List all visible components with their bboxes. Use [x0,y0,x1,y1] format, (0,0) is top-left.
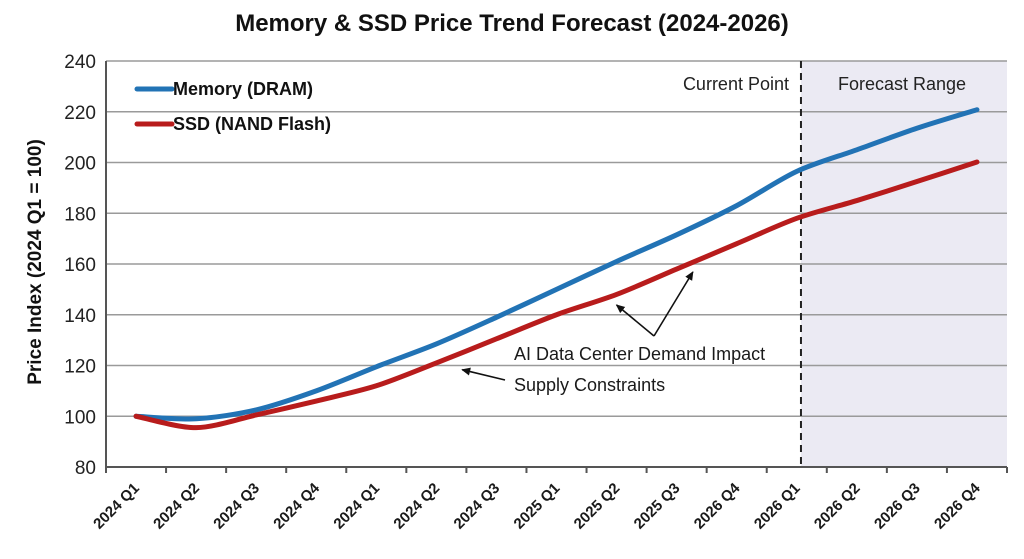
legend-label-ssd: SSD (NAND Flash) [173,114,331,134]
annotation-arrow-ai-1 [653,271,694,337]
y-tick-label: 180 [64,204,96,225]
legend: Memory (DRAM) SSD (NAND Flash) [134,79,331,134]
y-tick-label: 140 [64,306,96,327]
y-axis-label: Price Index (2024 Q1 = 100) [25,139,46,385]
series-lines [133,107,980,431]
y-tick-label: 120 [64,357,96,378]
annotation-ai-demand: AI Data Center Demand Impact [514,344,765,364]
current-point-label: Current Point [683,74,789,94]
y-tick-label: 100 [64,407,96,428]
y-tick-label: 220 [64,103,96,124]
chart-title: Memory & SSD Price Trend Forecast (2024-… [235,10,789,37]
y-tick-label: 200 [64,154,96,175]
annotation-supply-constraints: Supply Constraints [514,375,665,395]
annotation-arrow-ai-0 [615,304,655,337]
annotations [461,271,694,381]
legend-label-memory: Memory (DRAM) [173,79,313,99]
y-tick-label: 160 [64,255,96,276]
forecast-range-label: Forecast Range [838,74,966,94]
annotation-arrow-supply [461,367,506,381]
y-tick-label: 80 [75,458,96,479]
y-tick-label: 240 [64,52,96,73]
